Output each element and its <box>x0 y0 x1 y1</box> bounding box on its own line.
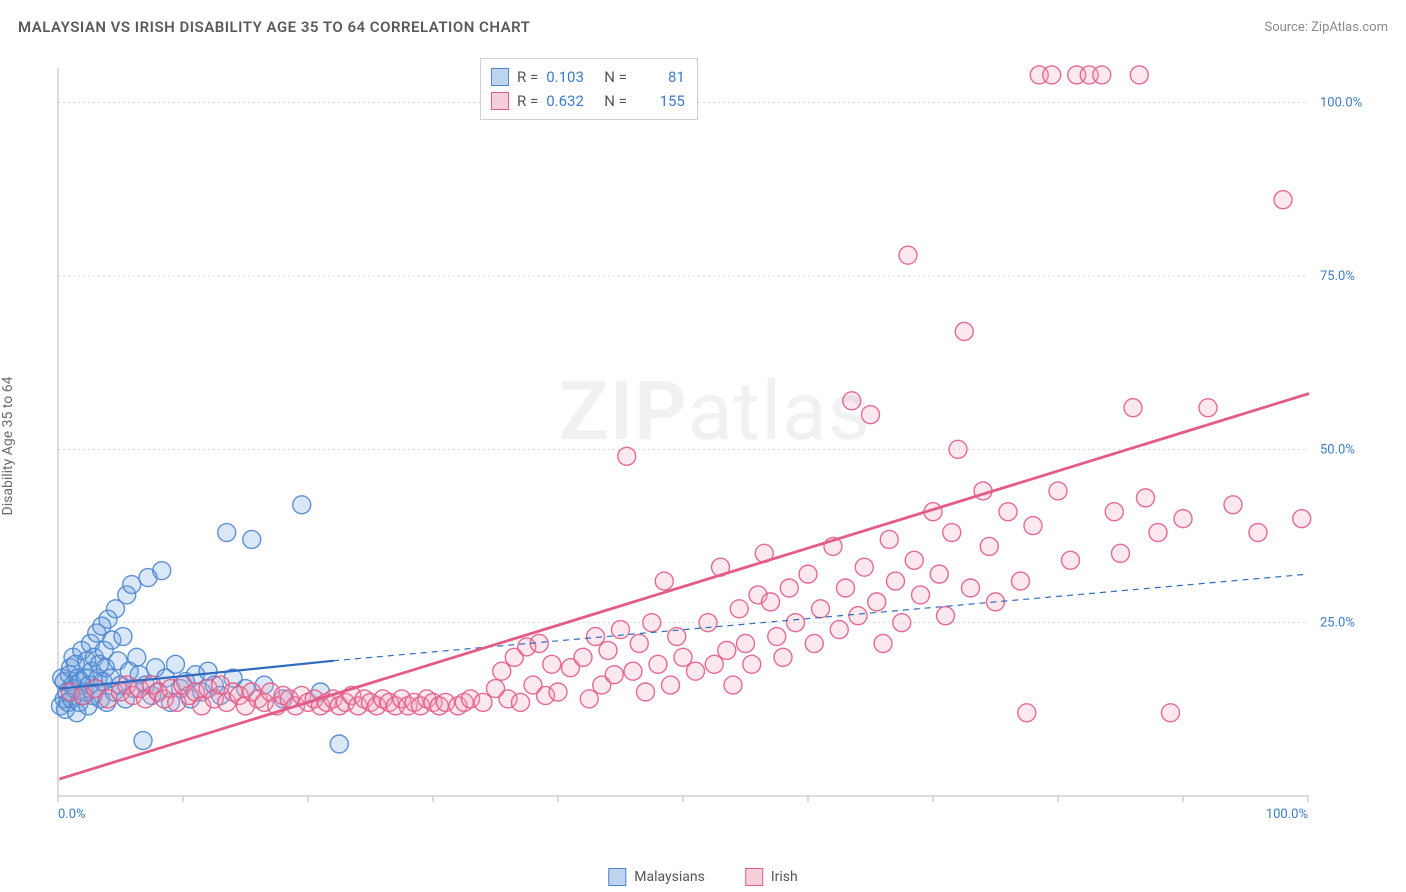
legend-item: Irish <box>745 868 798 886</box>
stats-r-value: 0.103 <box>546 65 596 89</box>
stats-swatch <box>491 92 509 110</box>
stats-row: R = 0.632 N = 155 <box>491 89 685 113</box>
stats-r-label: R = <box>517 89 538 113</box>
stats-n-label: N = <box>604 89 627 113</box>
svg-text:75.0%: 75.0% <box>1320 269 1355 284</box>
legend-label: Irish <box>771 869 798 885</box>
stats-row: R = 0.103 N = 81 <box>491 65 685 89</box>
bottom-legend: Malaysians Irish <box>608 868 798 886</box>
legend-swatch <box>608 868 626 886</box>
chart-container: 25.0%50.0%75.0%100.0%0.0%100.0% ZIPatlas… <box>50 58 1380 828</box>
stats-n-value: 155 <box>635 89 685 113</box>
stats-legend-box: R = 0.103 N = 81 R = 0.632 N = 155 <box>480 58 698 120</box>
stats-swatch <box>491 68 509 86</box>
svg-text:100.0%: 100.0% <box>1266 807 1308 822</box>
stats-n-label: N = <box>604 65 627 89</box>
stats-r-value: 0.632 <box>546 89 596 113</box>
y-axis-label: Disability Age 35 to 64 <box>0 377 16 516</box>
legend-swatch <box>745 868 763 886</box>
source-attribution: Source: ZipAtlas.com <box>1264 20 1388 35</box>
legend-item: Malaysians <box>608 868 705 886</box>
svg-text:25.0%: 25.0% <box>1320 616 1355 631</box>
chart-title: MALAYSIAN VS IRISH DISABILITY AGE 35 TO … <box>18 18 530 36</box>
header: MALAYSIAN VS IRISH DISABILITY AGE 35 TO … <box>18 18 1388 36</box>
svg-text:50.0%: 50.0% <box>1320 442 1355 457</box>
scatter-chart: 25.0% 50.0% 75.0% 100.0% 0.0% 100.0% <box>50 58 1380 828</box>
svg-text:100.0%: 100.0% <box>1320 96 1362 111</box>
svg-text:0.0%: 0.0% <box>58 807 86 822</box>
stats-n-value: 81 <box>635 65 685 89</box>
legend-label: Malaysians <box>634 869 705 885</box>
stats-r-label: R = <box>517 65 538 89</box>
